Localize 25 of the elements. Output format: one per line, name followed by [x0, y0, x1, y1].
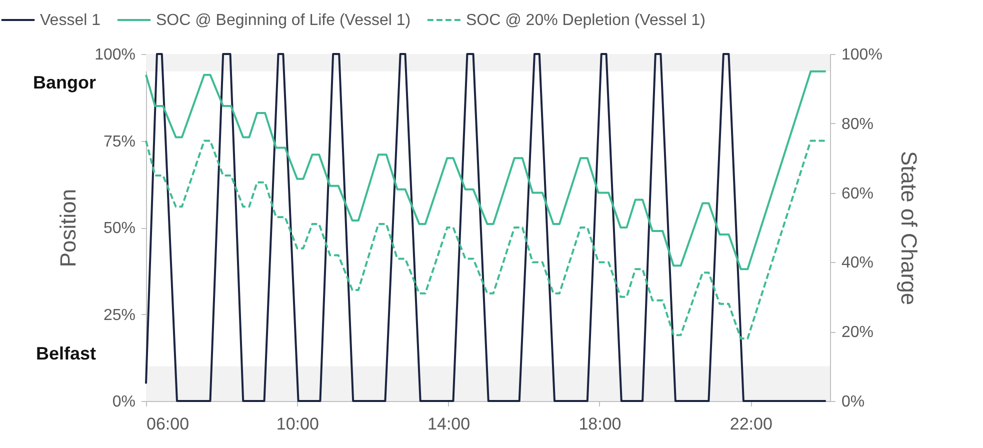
- y-tick-label: 100%: [94, 46, 136, 64]
- legend-label: SOC @ Beginning of Life (Vessel 1): [156, 12, 411, 29]
- y-tick-label: 75%: [103, 133, 136, 150]
- band-label: Bangor: [33, 72, 96, 92]
- legend-label: Vessel 1: [40, 12, 101, 29]
- y2-tick-label: 100%: [842, 46, 882, 64]
- x-tick-label: 22:00: [730, 414, 772, 434]
- y2-tick-label: 80%: [842, 116, 874, 133]
- y2-tick-label: 20%: [842, 324, 874, 342]
- y2-tick-label: 40%: [842, 254, 874, 272]
- y-tick-label: 0%: [112, 394, 136, 410]
- band-label: Belfast: [36, 343, 96, 364]
- line-series: [145, 140, 827, 340]
- y2-tick-label: 0%: [842, 394, 865, 410]
- y-tick-label: 25%: [103, 306, 136, 324]
- x-tick-label: 06:00: [146, 414, 190, 434]
- x-tick-label: 10:00: [276, 414, 319, 434]
- y2-axis-title: State of Charge: [896, 150, 922, 306]
- y-axis-title: Position: [56, 188, 81, 268]
- line-series: [145, 70, 827, 270]
- x-tick-label: 14:00: [428, 414, 470, 434]
- y-tick-label: 50%: [103, 220, 136, 237]
- legend-label: SOC @ 20% Depletion (Vessel 1): [466, 12, 706, 29]
- y2-tick-label: 60%: [842, 185, 874, 202]
- x-tick-label: 18:00: [578, 414, 622, 434]
